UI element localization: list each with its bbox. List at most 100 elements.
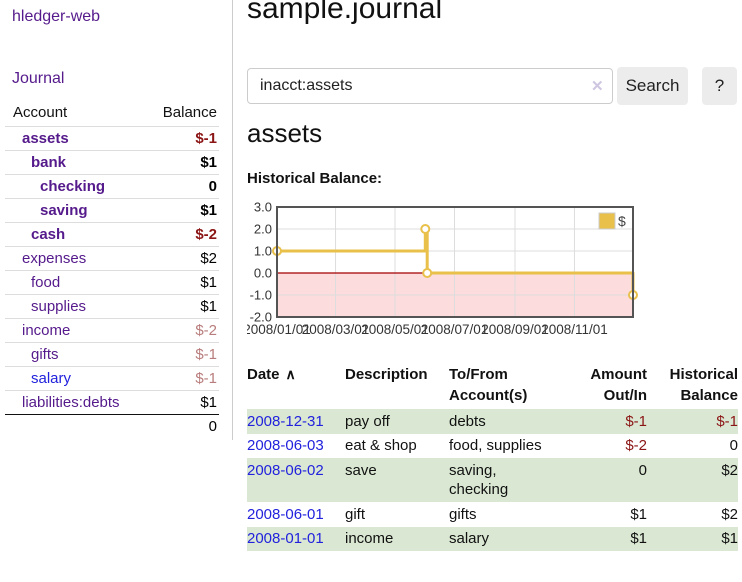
x-tick-label: 2008/01/01 bbox=[247, 322, 311, 337]
legend-swatch bbox=[598, 212, 616, 230]
balance-cell: $2 bbox=[721, 461, 738, 479]
account-balance: $2 bbox=[148, 246, 219, 271]
accounts-cell: saving, checking bbox=[449, 461, 509, 499]
sidebar-account-row: expenses $2 bbox=[5, 246, 219, 271]
total-spacer-cell bbox=[5, 415, 149, 439]
y-tick-label: -1.0 bbox=[250, 288, 272, 303]
transaction-date-link[interactable]: 2008-06-02 bbox=[247, 461, 324, 479]
sidebar-account-row: saving $1 bbox=[5, 198, 219, 223]
search-input[interactable] bbox=[247, 68, 613, 104]
account-name-cell: cash bbox=[5, 222, 149, 247]
plot-border bbox=[276, 206, 634, 318]
description-cell: pay off bbox=[345, 412, 390, 430]
sidebar-account-link[interactable]: liabilities:debts bbox=[22, 394, 120, 411]
sidebar-account-link[interactable]: salary bbox=[31, 370, 72, 387]
sidebar-account-link[interactable]: income bbox=[22, 322, 71, 339]
account-name-cell: gifts bbox=[5, 342, 149, 367]
register-row: 2008-06-01 gift gifts $1 $2 bbox=[247, 502, 738, 527]
help-button[interactable]: ? bbox=[702, 67, 737, 105]
sidebar-item-journal[interactable]: Journal bbox=[12, 70, 65, 87]
brand-link[interactable]: hledger-web bbox=[12, 8, 101, 25]
register-row: 2008-06-03 eat & shop food, supplies $-2 0 bbox=[247, 434, 738, 459]
sidebar-account-row: bank $1 bbox=[5, 150, 219, 175]
sidebar-account-link[interactable]: supplies bbox=[31, 298, 87, 315]
sidebar-account-link[interactable]: gifts bbox=[31, 346, 59, 363]
accounts-cell: debts bbox=[449, 412, 486, 430]
column-header-amount: Amount Out/In bbox=[590, 366, 647, 404]
sidebar-account-row: income $-2 bbox=[5, 318, 219, 343]
accounts-cell: salary bbox=[449, 530, 490, 547]
balance-cell: $2 bbox=[721, 505, 738, 523]
sidebar-account-row: gifts $-1 bbox=[5, 342, 219, 367]
account-heading: assets bbox=[247, 118, 323, 148]
description-cell: gift bbox=[345, 505, 366, 523]
account-balance: $-2 bbox=[148, 222, 219, 247]
date-cell: 2008-06-02 bbox=[247, 458, 345, 502]
balance-cell: $1 bbox=[721, 530, 738, 547]
account-balance: $1 bbox=[148, 294, 219, 319]
sidebar-account-link[interactable]: bank bbox=[31, 154, 67, 171]
amount-cell: 0 bbox=[638, 461, 647, 479]
transaction-date-link[interactable]: 2008-01-01 bbox=[247, 530, 324, 547]
account-name-cell: checking bbox=[5, 174, 149, 199]
accounts-table-header: Account Balance bbox=[5, 100, 219, 127]
account-balance: $-2 bbox=[148, 318, 219, 343]
balance-cell: 0 bbox=[729, 437, 738, 454]
account-balance: $-1 bbox=[148, 342, 219, 367]
accounts-total-balance: 0 bbox=[208, 418, 217, 435]
register-row: 2008-01-01 income salary $1 $1 bbox=[247, 526, 738, 552]
accounts-table: Account Balance assets $-1 bank $1 checking 0… bbox=[5, 100, 219, 438]
column-header-accounts: To/From Account(s) bbox=[449, 366, 528, 404]
column-header-description: Description bbox=[345, 366, 428, 383]
x-tick-label: 2008/09/01 bbox=[481, 322, 549, 337]
accounts-cell: food, supplies bbox=[449, 437, 542, 454]
x-tick-label: 2008/05/01 bbox=[361, 322, 429, 337]
sidebar-account-row: liabilities:debts $1 bbox=[5, 390, 219, 415]
balance-cell: $-1 bbox=[716, 412, 738, 430]
column-header-date[interactable]: Date ∧ bbox=[247, 362, 345, 409]
account-name-cell: assets bbox=[5, 126, 149, 151]
transaction-date-link[interactable]: 2008-06-01 bbox=[247, 505, 324, 523]
x-tick-label: 2008/07/01 bbox=[421, 322, 489, 337]
y-tick-label: 1.0 bbox=[254, 244, 272, 259]
account-name-cell: income bbox=[5, 318, 149, 343]
date-cell: 2008-06-03 bbox=[247, 434, 345, 459]
transaction-date-link[interactable]: 2008-06-03 bbox=[247, 437, 324, 454]
description-cell: income bbox=[345, 530, 394, 547]
search-button[interactable]: Search bbox=[617, 67, 688, 105]
y-tick-label: -2.0 bbox=[250, 310, 272, 325]
x-tick-label: 2008/11/01 bbox=[541, 322, 608, 337]
sidebar-account-link[interactable]: saving bbox=[40, 202, 88, 219]
clear-search-icon[interactable]: ✕ bbox=[591, 78, 604, 95]
column-header-balance: Historical Balance bbox=[669, 366, 738, 404]
amount-cell: $1 bbox=[630, 530, 647, 547]
account-balance: $1 bbox=[148, 270, 219, 295]
sidebar-account-link[interactable]: expenses bbox=[22, 250, 87, 267]
transaction-date-link[interactable]: 2008-12-31 bbox=[247, 412, 324, 430]
register-row: 2008-12-31 pay off debts $-1 $-1 bbox=[247, 409, 738, 434]
sidebar-account-link[interactable]: checking bbox=[40, 178, 106, 195]
amount-cell: $1 bbox=[630, 505, 647, 523]
sort-ascending-icon: ∧ bbox=[285, 366, 296, 382]
description-cell: save bbox=[345, 461, 377, 479]
accounts-table-body: assets $-1 bank $1 checking 0 saving $1 cash $-2 e… bbox=[5, 126, 219, 439]
balance-chart-svg: $3.0 2.0 1.0 0.0 -1.0 -2.02008/01/012008/03/0… bbox=[243, 200, 638, 337]
x-tick-label: 2008/03/01 bbox=[302, 322, 370, 337]
sidebar-account-link[interactable]: cash bbox=[31, 226, 66, 243]
sidebar-account-row: food $1 bbox=[5, 270, 219, 295]
sidebar-account-link[interactable]: food bbox=[31, 274, 61, 291]
sidebar-account-link[interactable]: assets bbox=[22, 130, 69, 147]
amount-cell: $-1 bbox=[625, 412, 647, 430]
accounts-cell: gifts bbox=[449, 505, 477, 523]
account-balance: 0 bbox=[148, 174, 219, 199]
register-table: Date ∧ Description To/From Account(s) Amo… bbox=[247, 362, 738, 551]
register-header-row: Date ∧ Description To/From Account(s) Amo… bbox=[247, 362, 738, 409]
balance-chart[interactable]: $3.0 2.0 1.0 0.0 -1.0 -2.0 2008/01/01 2008/03/0… bbox=[243, 200, 647, 342]
data-point-marker bbox=[420, 224, 431, 234]
page-title: sample.journal bbox=[247, 0, 443, 25]
account-balance: $1 bbox=[148, 150, 219, 175]
sidebar-account-row: checking 0 bbox=[5, 174, 219, 199]
sidebar: hledger-web Journal Account Balance asse… bbox=[0, 0, 233, 440]
amount-cell: $-2 bbox=[625, 437, 647, 454]
date-cell: 2008-01-01 bbox=[247, 527, 345, 552]
